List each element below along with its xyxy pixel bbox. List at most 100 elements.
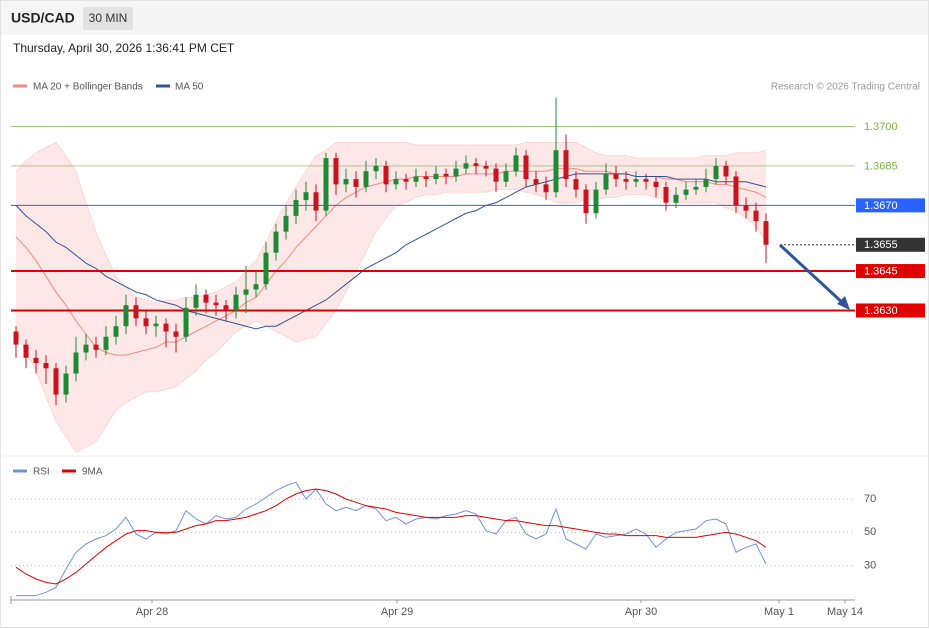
candle-body [563,150,569,180]
x-tick-label: Apr 30 [625,606,657,618]
candle-body [223,305,229,311]
bollinger-upper [15,141,767,303]
candle-body [463,163,469,169]
x-tick-label: Apr 29 [381,606,413,618]
candle-body [173,331,179,337]
candle-body [273,231,279,253]
candle-body [323,158,329,211]
level-box [856,264,925,279]
candle-body [493,168,499,182]
candle-body [553,150,559,193]
candle-body [643,179,649,182]
candle-body [143,318,149,327]
legend-swatch [62,469,76,473]
candle-body [723,165,729,177]
candle-body [693,186,699,190]
candle-body [13,331,19,345]
candle-body [663,186,669,203]
candle-body [383,165,389,185]
forecast-arrow [778,243,847,307]
candle-body [743,205,749,211]
candle-body [213,302,219,306]
candle-body [713,165,719,180]
candle-body [343,179,349,185]
candle-body [533,179,539,185]
timestamp: Thursday, April 30, 2026 1:36:41 PM CET [13,41,235,55]
credit: Research © 2026 Trading Central [771,82,920,93]
candle-body [653,181,659,187]
legend-label: 9MA [82,467,103,478]
rsi-panel: 30 50 70 Apr 28 Apr 29 Apr 30 May 1 May 14 [11,481,876,618]
level-label: 1.3655 [864,239,898,251]
candle-body [623,179,629,182]
candle-body [703,179,709,187]
legend-label: RSI [33,467,50,478]
level-box [856,303,925,318]
x-tick-label: May 14 [827,606,863,618]
x-tick-label: Apr 28 [136,606,168,618]
legend-swatch [156,84,170,88]
bollinger-lower [15,189,767,453]
candle-body [733,176,739,206]
candle-body [483,165,489,169]
candle-body [263,252,269,285]
candle-body [253,284,259,290]
candle-body [393,179,399,185]
candle-body [613,173,619,180]
legend-swatch [13,84,27,88]
level-label: 1.3700 [864,121,898,133]
candle-body [573,179,579,190]
candle-body [313,192,319,211]
candle-body [403,179,409,182]
price-panel: 1.3700 1.3685 1.3670 1.3655 1.3645 1.3630 [11,97,925,453]
level-label: 1.3645 [864,265,898,277]
candle-body [193,294,199,308]
candle-body [133,305,139,319]
symbol: USD/CAD [11,10,75,26]
candle-body [293,200,299,216]
candle-body [243,289,249,295]
candle-body [513,155,519,172]
header-bar [1,1,928,35]
candle-body [353,179,359,187]
level-box [856,198,925,213]
y-tick-label: 70 [864,493,876,505]
candle-body [303,192,309,201]
candle-body [683,189,689,195]
forecast-arrowhead [837,296,850,310]
rsi-line [16,481,767,597]
interval-box [83,7,133,30]
candle-body [333,158,339,185]
candle-body [53,368,59,395]
candle-body [43,363,49,369]
bollinger-fill [16,142,766,453]
candle-body [123,305,129,327]
candle-body [423,176,429,180]
level-label: 1.3670 [864,200,898,212]
candle-body [183,307,189,337]
y-tick-label: 50 [864,526,876,538]
candle-body [523,155,529,180]
candle-body [503,171,509,182]
ma50-line [15,173,767,330]
candle-body [363,171,369,187]
candle-body [103,336,109,350]
legend-label: MA 50 [175,82,204,93]
candle-body [153,323,159,327]
candle-body [473,163,479,166]
candle-body [93,344,99,350]
legend-label: MA 20 + Bollinger Bands [33,82,143,93]
candle-body [763,221,769,245]
candle-body [163,323,169,332]
y-tick-label: 30 [864,560,876,572]
x-tick-label: May 1 [764,606,794,618]
legend-swatch [13,469,27,473]
candle-body [203,294,209,303]
candle-body [443,173,449,177]
candle-body [283,215,289,232]
level-box [856,237,925,252]
rsi-line [15,488,767,585]
candle-body [633,179,639,182]
candle-body [433,173,439,180]
